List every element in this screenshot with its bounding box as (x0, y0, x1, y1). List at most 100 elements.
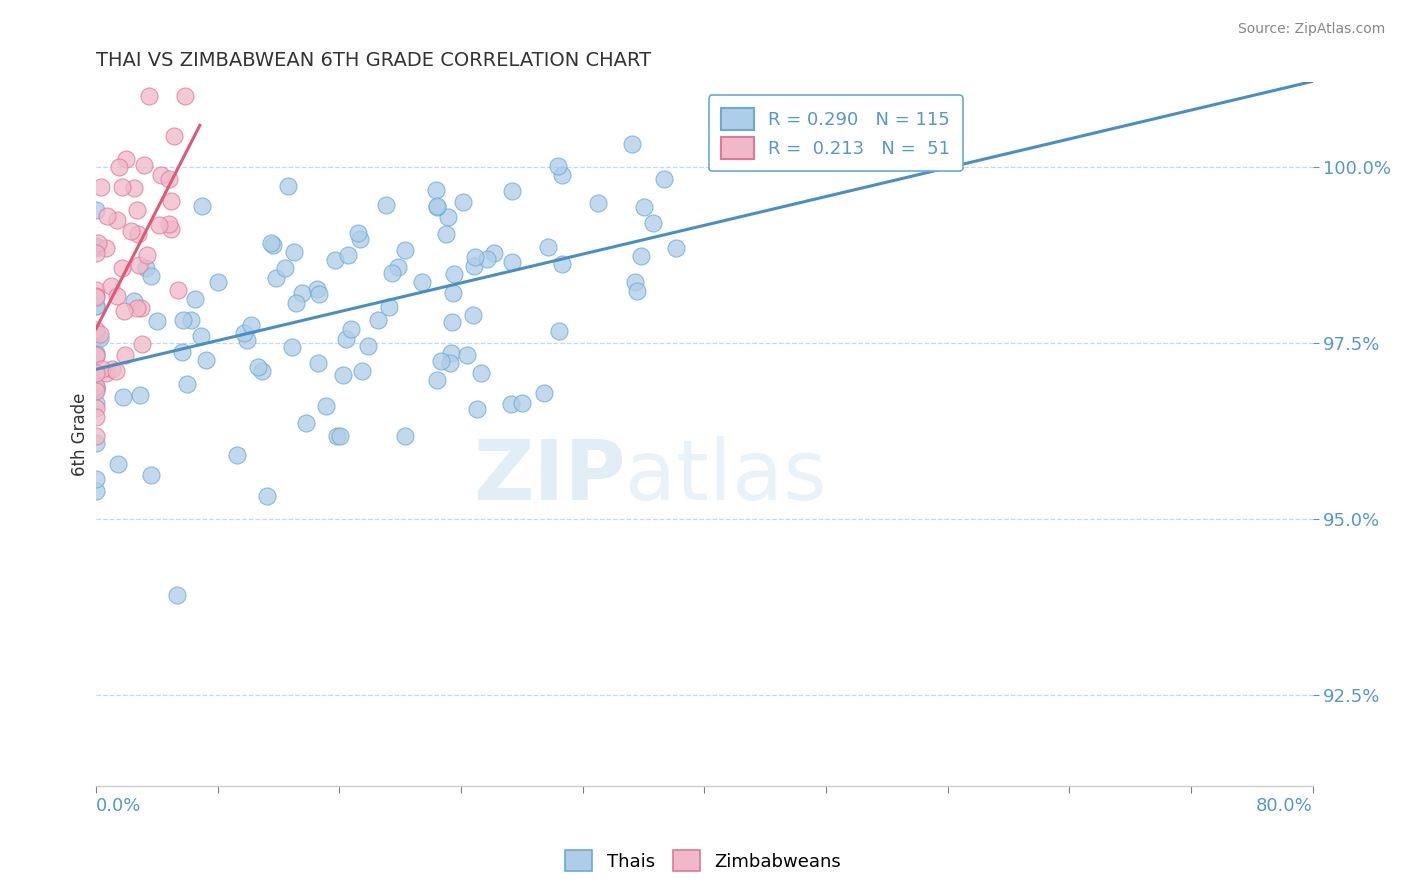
Point (550, 257, 572, 271)
Point (349, 232, 371, 246)
Point (89, 327, 111, 342)
Point (135, 260, 157, 275)
Point (411, 276, 433, 290)
Point (160, 221, 183, 235)
Point (350, 364, 373, 378)
Point (172, 313, 194, 327)
Point (111, 179, 134, 194)
Point (100, 279, 122, 293)
Point (84, 290, 107, 304)
Point (114, 152, 136, 166)
Point (138, 89, 160, 103)
Point (195, 353, 218, 368)
Point (235, 333, 257, 347)
Point (136, 248, 159, 262)
Point (332, 368, 354, 382)
Point (335, 332, 357, 346)
Point (84, 283, 107, 297)
Point (501, 185, 523, 199)
Point (633, 45, 655, 59)
Point (128, 258, 150, 272)
Point (482, 246, 505, 260)
Point (440, 315, 463, 329)
Point (547, 324, 569, 338)
Point (84, 326, 107, 340)
Point (207, 276, 229, 290)
Point (84, 379, 107, 393)
Text: 0.0%: 0.0% (96, 797, 142, 814)
Point (131, 337, 153, 351)
Point (84, 299, 107, 313)
Point (436, 227, 458, 241)
Point (105, 289, 128, 303)
Point (180, 313, 202, 327)
Point (367, 313, 389, 327)
Point (84, 381, 107, 395)
Point (633, 200, 655, 214)
Point (139, 268, 162, 283)
Y-axis label: 6th Grade: 6th Grade (72, 392, 89, 476)
Point (426, 199, 449, 213)
Point (470, 366, 492, 380)
Point (124, 180, 146, 194)
Text: Source: ZipAtlas.com: Source: ZipAtlas.com (1237, 22, 1385, 37)
Point (336, 248, 359, 262)
Point (84, 246, 107, 260)
Point (159, 194, 181, 208)
Point (139, 467, 162, 482)
Point (281, 340, 304, 354)
Point (104, 364, 127, 378)
Point (84, 483, 107, 498)
Point (84, 346, 107, 360)
Point (184, 292, 207, 306)
Point (84, 202, 107, 217)
Point (307, 282, 329, 296)
Point (84, 330, 107, 344)
Point (170, 345, 193, 359)
Point (547, 159, 569, 173)
Point (129, 388, 152, 402)
Legend: Thais, Zimbabweans: Thais, Zimbabweans (558, 843, 848, 879)
Point (475, 252, 498, 266)
Point (430, 354, 453, 368)
Point (623, 275, 645, 289)
Point (120, 224, 142, 238)
Point (264, 270, 287, 285)
Point (112, 303, 135, 318)
Point (87, 236, 110, 251)
Text: THAI VS ZIMBABWEAN 6TH GRADE CORRELATION CHART: THAI VS ZIMBABWEAN 6TH GRADE CORRELATION… (96, 51, 651, 70)
Point (84, 288, 107, 302)
Point (107, 457, 129, 471)
Point (232, 326, 254, 341)
Point (84, 380, 107, 394)
Point (357, 339, 380, 353)
Point (294, 417, 316, 431)
Point (84, 384, 107, 398)
Point (190, 199, 212, 213)
Point (501, 397, 523, 411)
Point (240, 318, 263, 332)
Point (394, 429, 416, 443)
Point (329, 428, 352, 442)
Point (94, 366, 117, 380)
Point (129, 301, 152, 316)
Point (91, 361, 114, 376)
Point (274, 260, 297, 275)
Point (94, 241, 117, 255)
Point (425, 182, 447, 196)
Point (84, 366, 107, 380)
Point (114, 348, 136, 362)
Point (463, 308, 485, 322)
Point (652, 171, 675, 186)
Point (643, 216, 665, 230)
Point (167, 283, 190, 297)
Point (127, 227, 149, 241)
Point (308, 286, 330, 301)
Point (148, 219, 170, 233)
Point (101, 361, 124, 376)
Point (84, 396, 107, 410)
Point (381, 266, 404, 280)
Point (441, 285, 464, 300)
Point (387, 260, 409, 274)
Point (84, 348, 107, 362)
